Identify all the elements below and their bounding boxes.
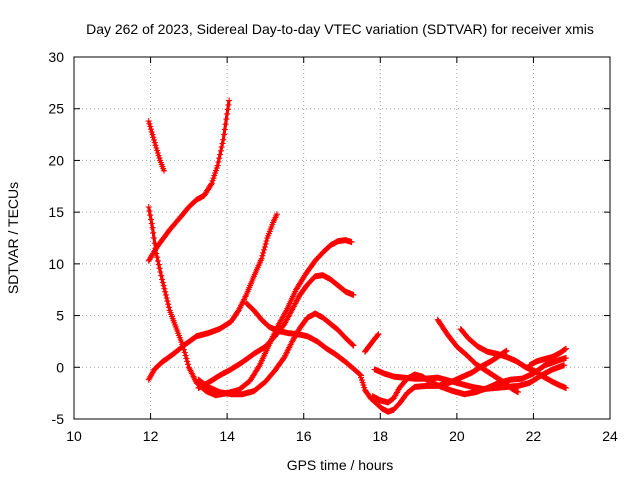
- y-tick-label: -5: [52, 411, 65, 427]
- x-tick-label: 20: [449, 428, 465, 444]
- x-tick-label: 24: [602, 428, 618, 444]
- grid: [74, 57, 610, 419]
- series-arc-12: [434, 316, 522, 396]
- series-arc-6: [195, 310, 357, 398]
- y-tick-label: 0: [56, 359, 64, 375]
- x-tick-label: 14: [219, 428, 235, 444]
- series-arc-8: [362, 331, 382, 355]
- series-arc-13: [457, 326, 569, 391]
- series-arc-2: [145, 97, 233, 264]
- series-markers: [145, 97, 233, 264]
- axis-ticks: 10 12 14 16 18 20 22 24 -5 0 5 10 15 20 25 30: [48, 49, 618, 444]
- series-line: [147, 100, 231, 262]
- y-tick-label: 15: [48, 204, 64, 220]
- series-arc-5: [195, 272, 357, 391]
- x-axis-label: GPS time / hours: [287, 457, 394, 473]
- series-markers: [434, 316, 522, 396]
- y-tick-label: 10: [48, 256, 64, 272]
- series-markers: [362, 331, 382, 355]
- series-arc-4: [145, 211, 280, 383]
- x-tick-label: 16: [296, 428, 312, 444]
- series-markers: [195, 272, 357, 391]
- series-markers: [145, 118, 167, 174]
- plot-frame: [73, 56, 611, 420]
- series-markers: [457, 326, 569, 391]
- series-markers: [526, 345, 569, 369]
- y-axis-label: SDTVAR / TECUs: [5, 182, 21, 294]
- x-tick-label: 22: [526, 428, 542, 444]
- series-arc-14: [526, 345, 569, 369]
- y-tick-label: 25: [48, 101, 64, 117]
- x-tick-label: 12: [143, 428, 159, 444]
- x-tick-label: 10: [66, 428, 82, 444]
- series-arc-3: [145, 204, 355, 399]
- series-markers: [145, 204, 355, 399]
- series-arc-1: [145, 118, 167, 174]
- x-tick-label: 18: [372, 428, 388, 444]
- series-arc-7: [243, 300, 365, 379]
- y-tick-label: 5: [56, 308, 64, 324]
- y-tick-label: 30: [48, 49, 64, 65]
- series-markers: [145, 211, 280, 383]
- y-tick-label: 20: [48, 152, 64, 168]
- data-series: [145, 97, 569, 415]
- series-markers: [243, 300, 365, 379]
- chart-title: Day 262 of 2023, Sidereal Day-to-day VTE…: [86, 21, 594, 37]
- series-markers: [195, 310, 357, 398]
